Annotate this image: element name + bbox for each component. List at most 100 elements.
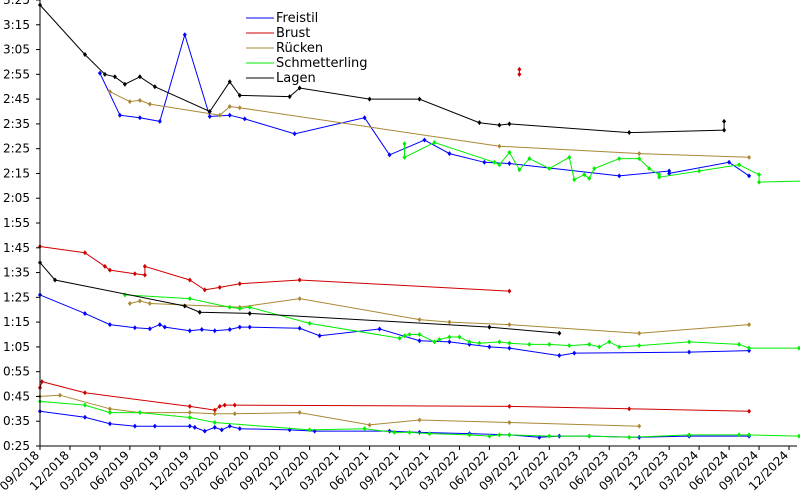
data-point-r-cken [417,317,422,323]
data-point-lagen [247,310,252,316]
data-point-schmetterling [757,172,762,178]
data-point-schmetterling [547,433,552,439]
data-point-schmetterling [457,334,462,340]
data-point-r-cken [57,392,62,398]
data-point-schmetterling [432,339,437,345]
data-point-freistil [447,339,452,345]
data-point-brust [517,71,522,77]
data-point-brust [232,402,237,408]
data-point-brust [142,263,147,269]
data-point-schmetterling [187,296,192,302]
series-lagen [38,2,727,336]
series-line-schmetterling [39,400,800,438]
data-point-freistil [107,421,112,427]
data-point-freistil [422,137,427,143]
data-point-schmetterling [737,432,742,438]
y-tick-label: 2:45 [3,92,30,106]
data-point-schmetterling [247,304,252,310]
data-point-schmetterling [757,179,762,185]
data-point-schmetterling [137,410,142,416]
data-point-brust [507,288,512,294]
data-point-freistil [377,326,382,332]
series-line-schmetterling [124,294,799,349]
legend-label: Brust [276,26,310,41]
data-point-schmetterling [796,433,800,439]
data-point-brust [187,403,192,409]
data-point-freistil [237,324,242,330]
data-point-freistil [219,427,224,433]
data-point-brust [217,403,222,409]
data-point-freistil [227,112,232,118]
data-point-lagen [722,127,727,133]
y-tick-label: 1:55 [3,216,30,230]
data-point-schmetterling [796,345,800,351]
data-point-schmetterling [432,139,437,145]
data-point-r-cken [137,298,142,304]
data-point-r-cken [637,330,642,336]
data-point-lagen [152,84,157,90]
data-point-freistil [82,310,87,316]
data-point-freistil [482,159,487,165]
data-point-freistil [227,327,232,333]
data-point-brust [39,379,44,385]
data-point-r-cken [637,423,642,429]
data-point-brust [222,402,227,408]
y-tick-label: 2:55 [3,67,30,81]
data-point-freistil [387,152,392,158]
data-point-lagen [137,74,142,80]
data-point-freistil [487,344,492,350]
data-point-schmetterling [582,172,587,178]
data-point-lagen [557,330,562,336]
data-point-freistil [132,325,137,331]
data-point-schmetterling [107,410,112,416]
data-point-r-cken [447,319,452,325]
data-point-brust [517,66,522,72]
data-point-schmetterling [497,432,502,438]
data-point-schmetterling [617,344,622,350]
data-point-brust [202,287,207,293]
data-point-schmetterling [407,332,412,337]
data-point-brust [237,281,242,287]
series-brust [38,66,752,414]
data-point-schmetterling [517,167,522,173]
data-point-schmetterling [627,434,632,440]
legend-label: Schmetterling [276,56,368,71]
data-point-lagen [112,74,117,80]
data-point-schmetterling [507,149,512,155]
data-point-lagen [182,303,187,309]
data-point-brust [297,277,302,283]
y-tick-label: 0:25 [3,439,30,453]
y-tick-label: 3:05 [3,43,30,57]
series-line-r-cken [39,394,640,427]
data-point-schmetterling [402,154,407,160]
data-point-schmetterling [227,304,232,310]
data-point-r-cken [367,422,372,428]
data-point-freistil [157,118,162,124]
data-point-brust [217,284,222,290]
data-point-r-cken [747,154,752,160]
data-point-freistil [162,324,167,330]
data-point-lagen [52,277,57,283]
data-point-schmetterling [547,165,552,171]
data-point-schmetterling [307,427,312,433]
data-point-brust [212,407,217,413]
data-point-lagen [197,309,202,315]
y-tick-label: 1:15 [3,315,30,329]
data-point-schmetterling [467,432,472,438]
data-point-lagen [477,120,482,126]
data-point-r-cken [297,296,302,302]
data-point-schmetterling [587,341,592,347]
data-point-r-cken [107,406,112,412]
data-point-schmetterling [657,174,662,180]
series-line-r-cken [129,298,750,334]
data-point-schmetterling [737,162,742,168]
data-point-lagen [227,79,232,85]
data-point-schmetterling [212,419,217,425]
data-point-schmetterling [187,415,192,421]
data-point-schmetterling [437,336,442,342]
series-freistil [38,32,752,440]
data-point-brust [187,277,192,283]
data-point-schmetterling [527,341,532,347]
data-point-schmetterling [607,339,612,345]
